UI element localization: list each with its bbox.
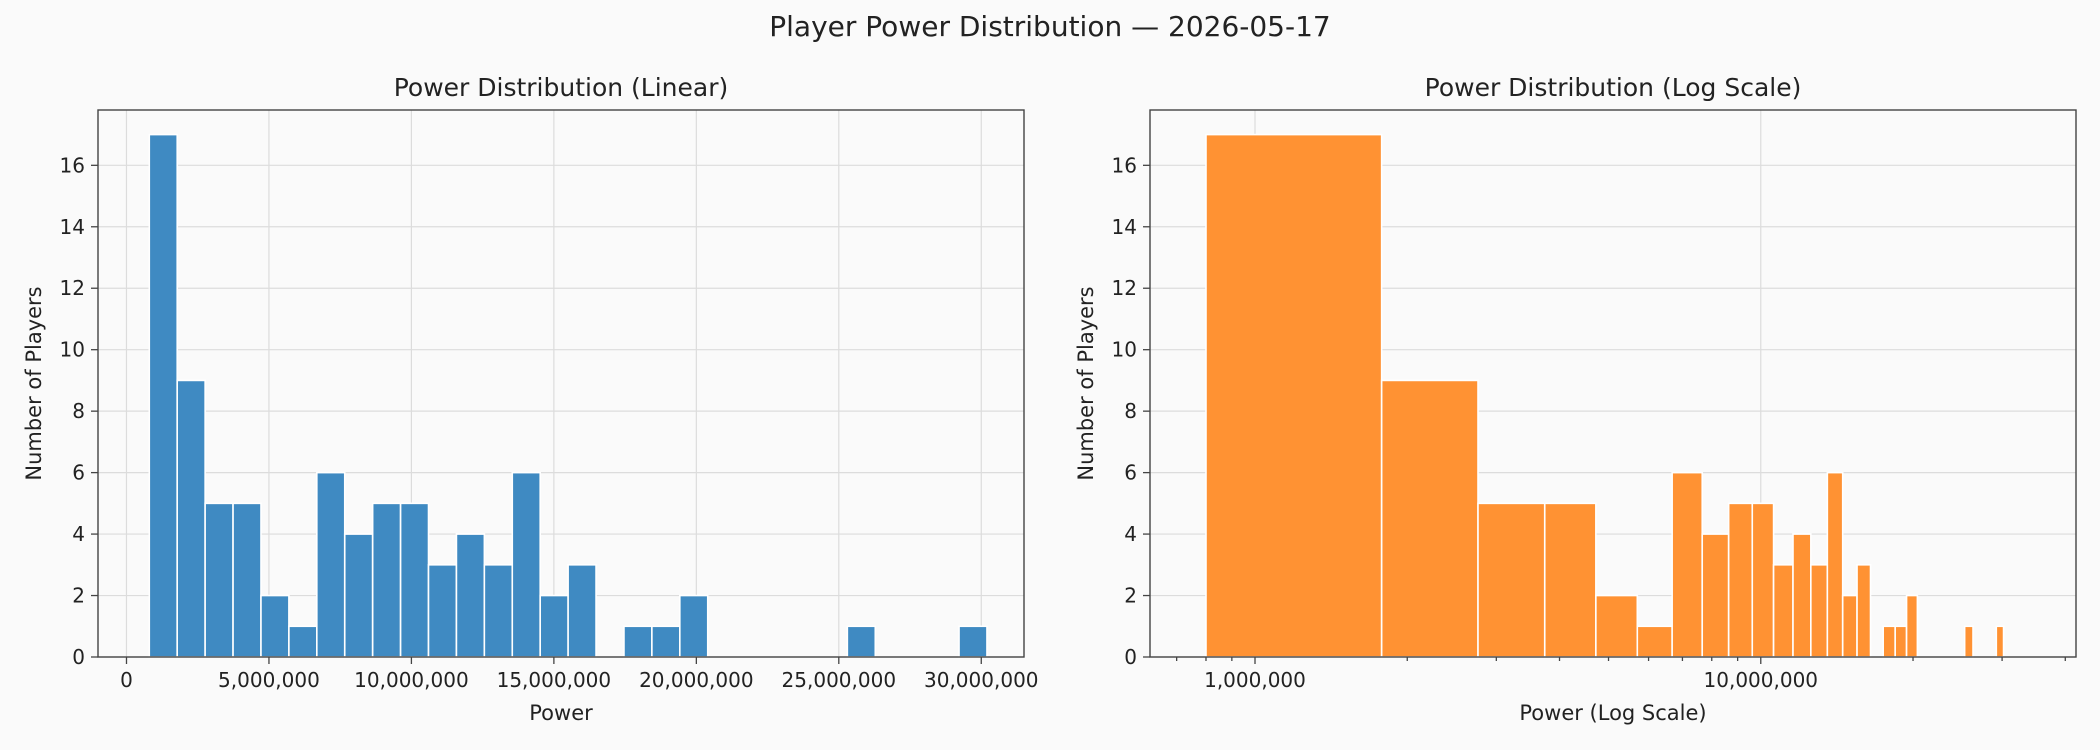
log-y-tick-label: 10	[1112, 338, 1137, 362]
figure-title: Player Power Distribution — 2026-05-17	[769, 10, 1330, 43]
linear-histogram-bar	[176, 379, 206, 658]
log-histogram-bar	[1595, 594, 1639, 658]
log-y-tick-label: 12	[1112, 276, 1137, 300]
log-y-tick-label: 8	[1124, 399, 1137, 423]
log-histogram-bar	[1543, 502, 1597, 658]
log-y-tick-label: 14	[1112, 215, 1137, 239]
linear-x-tick-label: 25,000,000	[782, 668, 897, 692]
log-histogram-bar	[1995, 625, 2005, 658]
log-histogram-bar	[1841, 594, 1858, 658]
log-x-tick-label: 1,000,000	[1204, 668, 1306, 692]
log-plot-frame	[1149, 109, 2077, 658]
log-histogram-bar	[1205, 133, 1383, 658]
linear-y-tick-label: 0	[72, 645, 85, 669]
log-histogram-bar	[1882, 625, 1896, 658]
linear-y-tick-label: 16	[60, 153, 85, 177]
log-histogram-panel: 0 2 4 6 8 10 12 14 16 1,000,000 10,000,000 Power D…	[1074, 73, 2077, 725]
linear-histogram-bar	[511, 471, 542, 658]
log-histogram-bar	[1856, 564, 1872, 658]
log-histogram-bar	[1905, 594, 1919, 658]
linear-histogram-bar	[343, 533, 374, 658]
linear-y-tick-label: 4	[72, 522, 85, 546]
log-y-tick-label: 16	[1112, 153, 1137, 177]
log-y-axis-label: Number of Players	[1074, 286, 1098, 480]
linear-histogram-bar	[539, 594, 569, 658]
linear-y-tick-label: 2	[72, 584, 85, 608]
log-histogram-bar	[1810, 564, 1829, 658]
log-x-axis-label: Power (Log Scale)	[1519, 701, 1706, 725]
log-histogram-bar	[1826, 471, 1844, 658]
linear-histogram-bar	[651, 625, 681, 658]
linear-y-tick-label: 6	[72, 461, 85, 485]
log-chart-title: Power Distribution (Log Scale)	[1425, 73, 1802, 102]
linear-x-tick-label: 15,000,000	[497, 668, 612, 692]
linear-histogram-bar	[567, 564, 597, 658]
log-x-tick-label: 10,000,000	[1704, 668, 1819, 692]
linear-histogram-bar	[846, 625, 877, 658]
linear-y-tick-label: 10	[60, 338, 85, 362]
linear-y-axis-label: Number of Players	[22, 286, 46, 480]
linear-histogram-bar	[232, 502, 262, 658]
log-histogram-bar	[1963, 625, 1974, 658]
log-histogram-bar	[1751, 502, 1775, 658]
linear-y-tick-label: 14	[60, 215, 85, 239]
linear-histogram-bar	[483, 564, 514, 658]
log-y-tick-label: 0	[1124, 645, 1137, 669]
linear-histogram-bar	[399, 502, 430, 658]
linear-histogram-bar	[679, 594, 709, 658]
log-histogram-bar	[1636, 625, 1673, 658]
linear-y-tick-label: 8	[72, 399, 85, 423]
linear-y-tick-label: 12	[60, 276, 85, 300]
log-histogram-bar	[1792, 533, 1812, 658]
linear-x-tick-label: 10,000,000	[354, 668, 469, 692]
linear-histogram-bar	[427, 564, 458, 658]
linear-histogram-panel: 0 2 4 6 8 10 12 14 16 0 5,000,000 10,000,000 15,000,…	[22, 73, 1039, 725]
linear-x-tick-label: 30,000,000	[924, 668, 1039, 692]
log-histogram-bar	[1894, 625, 1908, 658]
log-histogram-bar	[1380, 379, 1479, 658]
linear-x-axis-label: Power	[529, 701, 593, 725]
log-histogram-bar	[1477, 502, 1546, 658]
linear-histogram-bar	[958, 625, 988, 658]
linear-histogram-bar	[623, 625, 653, 658]
log-histogram-bar	[1701, 533, 1730, 658]
linear-histogram-bar	[260, 594, 290, 658]
log-y-tick-label: 2	[1124, 584, 1137, 608]
linear-histogram-bar	[204, 502, 234, 658]
linear-histogram-bar	[148, 133, 179, 658]
log-y-tick-label: 4	[1124, 522, 1137, 546]
linear-x-tick-label: 20,000,000	[639, 668, 754, 692]
linear-histogram-bar	[316, 471, 346, 658]
linear-x-tick-label: 0	[120, 668, 133, 692]
log-histogram-bar	[1727, 502, 1754, 658]
linear-chart-title: Power Distribution (Linear)	[394, 73, 729, 102]
log-histogram-bar	[1772, 564, 1794, 658]
log-y-tick-label: 6	[1124, 461, 1137, 485]
log-histogram-bar	[1671, 471, 1704, 658]
linear-x-tick-label: 5,000,000	[218, 668, 320, 692]
linear-plot-frame	[97, 109, 1025, 658]
linear-histogram-bar	[455, 533, 486, 658]
linear-histogram-bar	[371, 502, 402, 658]
linear-histogram-bar	[288, 625, 318, 658]
